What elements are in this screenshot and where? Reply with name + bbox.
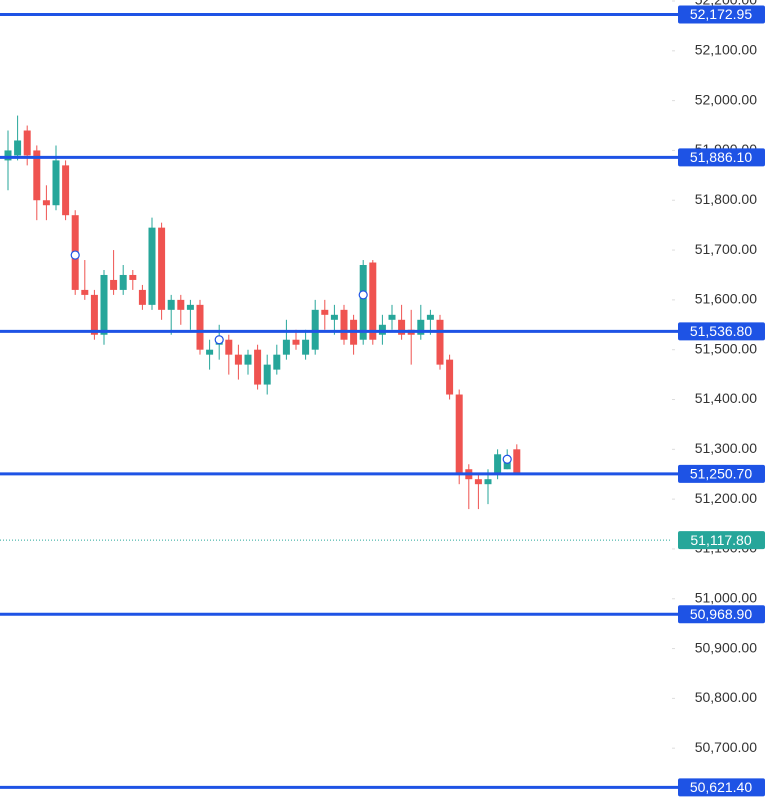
candle-body (23, 130, 31, 156)
level-box (678, 464, 765, 483)
y-tick-label: 51,400.00 (695, 390, 757, 406)
candle-body (52, 160, 60, 206)
signal-marker (358, 290, 368, 300)
candle-body (90, 294, 98, 335)
candle-body (158, 227, 166, 310)
level-label: 52,172.95 (690, 6, 752, 22)
candle-body (177, 299, 185, 310)
candle-body (62, 165, 70, 216)
candle-body (167, 299, 175, 310)
candle-body (4, 150, 12, 161)
y-tick-label: 52,000.00 (695, 91, 757, 107)
level-box (678, 605, 765, 624)
signal-marker (214, 335, 224, 345)
y-tick-label: 51,800.00 (695, 191, 757, 207)
candle-body (225, 339, 233, 355)
candle-body (311, 309, 319, 350)
candle-body (244, 354, 252, 365)
candle-body (503, 459, 511, 470)
level-box (678, 322, 765, 341)
candle-body (436, 319, 444, 365)
candle-body (417, 319, 425, 335)
y-tick-label: 51,300.00 (695, 440, 757, 456)
level-label: 51,250.70 (690, 466, 752, 482)
candle-body (234, 354, 242, 365)
candle-body (148, 227, 156, 305)
candle-body (378, 324, 386, 335)
y-tick-label: 50,900.00 (695, 639, 757, 655)
y-tick-label: 52,200.00 (695, 0, 757, 8)
candle-body (484, 479, 492, 485)
level-label: 50,621.40 (690, 779, 752, 795)
candle-body (196, 304, 204, 350)
candle-body (110, 279, 118, 290)
last-price-label: 51,117.80 (690, 532, 751, 548)
candle-body (388, 314, 396, 320)
level-label: 51,886.10 (690, 149, 752, 165)
candle-body (186, 304, 194, 310)
candle-body (42, 200, 50, 206)
candle-body (263, 364, 271, 385)
candle-body (455, 394, 463, 475)
candle-body (282, 339, 290, 355)
candle-body (369, 262, 377, 340)
candle-body (81, 289, 89, 295)
level-box (678, 148, 765, 167)
last-price-box (678, 531, 765, 550)
y-tick-label: 50,800.00 (695, 689, 757, 705)
level-box (678, 778, 765, 797)
y-tick-label: 51,000.00 (695, 589, 757, 605)
level-box (678, 5, 765, 24)
y-tick-label: 51,600.00 (695, 291, 757, 307)
candle-body (474, 479, 482, 485)
candle-body (119, 274, 127, 290)
candle-body (100, 274, 108, 335)
y-tick-label: 51,200.00 (695, 490, 757, 506)
candle-body (129, 274, 137, 280)
candle-body (302, 339, 310, 355)
candle-body (494, 454, 502, 475)
candle-body (330, 314, 338, 320)
candle-body (292, 339, 300, 345)
candle-body (254, 349, 262, 385)
signal-marker (70, 250, 80, 260)
candle-body (398, 319, 406, 335)
candle-body (321, 309, 329, 315)
signal-marker (502, 454, 512, 464)
candle-body (426, 314, 434, 320)
candle-body (359, 265, 367, 340)
candle-body (33, 150, 41, 201)
y-tick-label: 51,700.00 (695, 241, 757, 257)
candle-body (340, 309, 348, 340)
candle-body (513, 449, 521, 475)
candle-body (206, 349, 214, 355)
y-tick-label: 50,700.00 (695, 739, 757, 755)
candle-body (446, 359, 454, 395)
y-tick-label: 51,500.00 (695, 340, 757, 356)
candle-body (273, 354, 281, 370)
level-label: 50,968.90 (690, 606, 752, 622)
y-tick-label: 52,100.00 (695, 42, 757, 58)
candle-body (14, 140, 22, 156)
candle-body (138, 289, 146, 305)
level-label: 51,536.80 (690, 323, 752, 339)
